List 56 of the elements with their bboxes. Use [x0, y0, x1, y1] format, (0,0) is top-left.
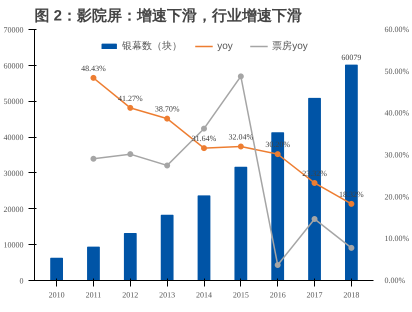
chart-title: 图 2：影院屏：增速下滑，行业增速下滑 [34, 8, 302, 24]
y-tick-label: 60000 [4, 61, 24, 70]
y-tick-label: 20000 [4, 204, 24, 214]
point [127, 104, 134, 111]
x-tick-label: 2016 [270, 290, 286, 300]
point [312, 216, 318, 222]
data-label: 32.04% [228, 132, 254, 142]
y-tick-label: 40000 [4, 133, 24, 142]
bar [124, 233, 137, 280]
data-label: 31.64% [192, 134, 217, 144]
y2-tick-label: 40.00% [384, 108, 410, 118]
data-label: 38.70% [154, 104, 180, 114]
point [274, 151, 281, 158]
x-tick-label: 2017 [306, 290, 323, 300]
x-tick-label: 2015 [232, 290, 249, 300]
point [90, 74, 96, 81]
point [348, 200, 354, 207]
point [164, 162, 170, 168]
x-tick-label: 2012 [122, 290, 138, 300]
legend-label: yoy [217, 40, 234, 52]
point [274, 262, 281, 268]
point [238, 143, 244, 150]
y2-tick-label: 50.00% [384, 66, 410, 76]
point [201, 126, 207, 132]
point [164, 116, 170, 122]
y2-tick-label: 0.00% [384, 276, 406, 285]
y2-tick-label: 10.00% [384, 234, 410, 244]
data-label: 41.27% [118, 94, 143, 103]
y-tick-label: 70000 [4, 26, 24, 34]
y2-tick-label: 30.00% [384, 150, 410, 160]
x-tick-label: 2013 [159, 290, 176, 300]
bar [234, 166, 248, 280]
bar [198, 195, 210, 280]
point [127, 151, 134, 158]
point [90, 156, 96, 162]
legend-label: 票房yoy [272, 40, 308, 53]
bar [87, 246, 100, 280]
data-label: 60079 [341, 53, 362, 62]
point [238, 73, 244, 80]
bar [160, 214, 174, 280]
y-tick-label: 0 [20, 276, 24, 286]
x-tick-label: 2010 [48, 290, 65, 300]
x-tick-label: 2014 [196, 290, 212, 300]
point [312, 180, 318, 186]
x-tick-label: 2011 [86, 290, 102, 300]
bar [50, 258, 64, 280]
y-tick-label: 30000 [4, 168, 24, 178]
point [201, 145, 207, 152]
y2-tick-label: 60.00% [384, 25, 410, 34]
legend-label: 银幕数（块） [122, 40, 182, 53]
y-tick-label: 10000 [4, 240, 24, 250]
y2-tick-label: 20.00% [384, 192, 410, 202]
x-tick-label: 2018 [343, 290, 360, 300]
data-label: 48.43% [81, 64, 106, 73]
point [348, 244, 354, 251]
y-tick-label: 50000 [4, 97, 24, 106]
